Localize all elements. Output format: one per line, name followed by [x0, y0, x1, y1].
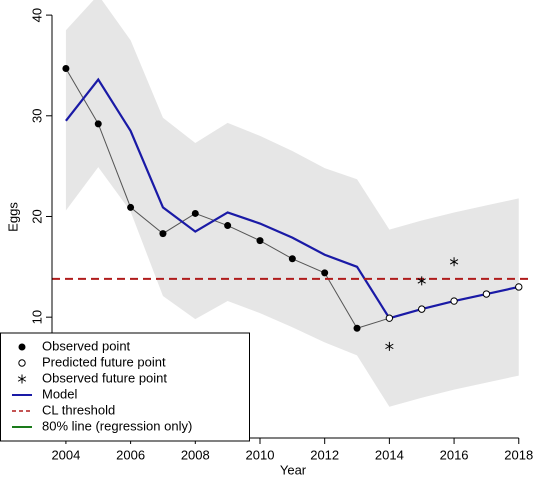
observed-point [18, 343, 26, 351]
y-axis-label: Eggs [5, 202, 20, 232]
legend-label: Predicted future point [42, 354, 166, 369]
plot-area [52, 0, 533, 407]
x-tick-label: 2008 [181, 447, 210, 462]
x-tick-label: 2018 [504, 447, 533, 462]
legend-label: Model [42, 386, 78, 401]
observed-point [62, 64, 70, 72]
predicted-point [18, 359, 26, 367]
x-tick-label: 2010 [246, 447, 275, 462]
x-tick-label: 2016 [440, 447, 469, 462]
legend-label: CL threshold [42, 402, 115, 417]
predicted-point [515, 283, 523, 291]
y-tick-label: 10 [29, 310, 44, 324]
observed-future-point [449, 257, 459, 267]
observed-point [127, 203, 135, 211]
legend-label: Observed future point [42, 370, 167, 385]
legend-box [0, 332, 250, 442]
observed-point [353, 324, 361, 332]
y-tick-label: 40 [29, 8, 44, 22]
predicted-point [482, 290, 491, 298]
y-tick-label: 20 [29, 209, 44, 223]
observed-future-point [385, 341, 394, 351]
y-tick-label: 30 [29, 109, 44, 123]
observed-point [256, 237, 264, 245]
predicted-point [450, 297, 458, 305]
model-line [65, 77, 520, 320]
observed-point [159, 230, 167, 238]
predicted-point [418, 305, 426, 313]
confidence-band [65, 0, 519, 407]
legend-label: Observed point [42, 338, 131, 353]
observed-future-point [417, 276, 426, 286]
observed-point [224, 222, 232, 230]
observed-point [288, 255, 296, 263]
x-axis-label: Year [280, 462, 307, 477]
x-tick-label: 2006 [116, 447, 145, 462]
observed-point [321, 269, 329, 277]
x-tick-label: 2014 [375, 447, 404, 462]
x-tick-label: 2004 [51, 447, 80, 462]
x-tick-label: 2012 [310, 447, 339, 462]
legend-label: 80% line (regression only) [42, 418, 192, 433]
observed-point [191, 209, 199, 217]
observed-future-point [17, 374, 27, 384]
predicted-point [385, 314, 394, 322]
observed-point [94, 120, 102, 128]
